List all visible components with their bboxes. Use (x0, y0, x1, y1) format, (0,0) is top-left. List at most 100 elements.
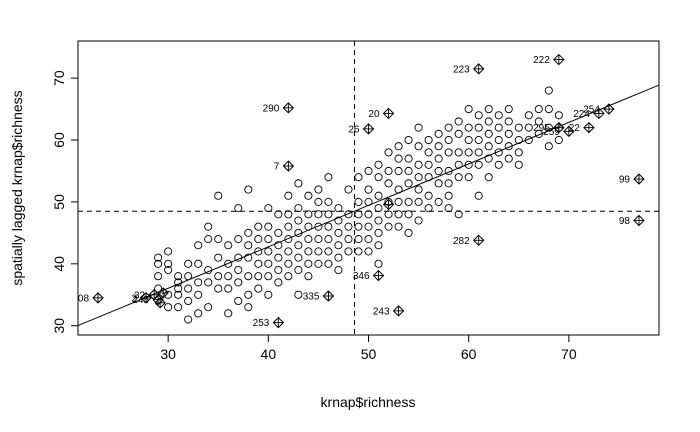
data-point (244, 241, 253, 250)
data-point (284, 222, 293, 231)
data-point (184, 315, 193, 324)
influential-point: 20 (368, 107, 395, 120)
data-point (474, 135, 483, 145)
data-point (344, 210, 353, 219)
data-point (374, 160, 383, 169)
data-point (214, 284, 223, 293)
data-point (354, 235, 363, 244)
data-point (444, 191, 453, 200)
data-point (544, 123, 553, 132)
data-point (244, 185, 253, 194)
data-point (364, 166, 373, 176)
influential-point: 295 (533, 121, 565, 134)
data-point (504, 105, 513, 114)
data-point (304, 272, 313, 281)
data-point (314, 222, 323, 231)
data-point (324, 197, 333, 206)
data-point (544, 142, 553, 151)
influential-label: 99 (619, 175, 631, 186)
data-point (404, 154, 413, 163)
data-point (314, 247, 323, 256)
data-point (154, 253, 163, 262)
data-point (204, 303, 213, 312)
data-point (234, 278, 243, 287)
data-point (494, 123, 503, 132)
data-point (474, 160, 483, 169)
data-point (414, 185, 423, 194)
data-point (224, 284, 233, 293)
data-point (194, 259, 203, 268)
data-point (284, 247, 293, 256)
plot-frame (77, 40, 660, 336)
data-point (514, 160, 523, 169)
data-point (394, 166, 403, 176)
data-point (274, 278, 283, 287)
influential-point: 98 (619, 214, 645, 227)
data-point (334, 265, 343, 275)
data-point (224, 309, 233, 318)
data-point (434, 154, 443, 163)
data-point (184, 296, 193, 306)
data-point (424, 160, 433, 169)
x-tick-label: 60 (461, 346, 477, 362)
data-point (454, 210, 463, 219)
data-point (404, 135, 413, 145)
data-point (464, 173, 473, 182)
data-point (434, 166, 443, 176)
data-point (474, 191, 483, 200)
data-point (164, 247, 173, 256)
data-point (184, 284, 193, 293)
data-point (494, 160, 503, 169)
data-point (284, 235, 293, 244)
data-point (184, 259, 193, 268)
influential-label: 223 (453, 64, 470, 75)
data-point (324, 222, 333, 231)
data-point (304, 247, 313, 256)
data-point (184, 272, 193, 281)
influential-label: 98 (619, 216, 631, 227)
data-point (334, 204, 343, 213)
data-point (524, 123, 533, 132)
data-point (314, 259, 323, 268)
data-point (444, 135, 453, 145)
influential-point: 290 (263, 102, 295, 114)
influential-point: 08 (78, 292, 104, 304)
influential-point: 282 (453, 234, 485, 247)
influential-label: 295 (533, 123, 550, 134)
data-point (394, 222, 403, 231)
data-point (444, 166, 453, 176)
influential-point: 99 (619, 173, 645, 186)
data-point (244, 272, 253, 281)
data-point (324, 259, 333, 268)
x-tick-label: 50 (361, 346, 377, 362)
influential-label: 22 (569, 123, 581, 134)
data-point (414, 197, 423, 206)
data-point (354, 210, 363, 219)
data-point (434, 197, 443, 206)
influential-point: 253 (253, 316, 285, 329)
data-point (234, 235, 243, 244)
data-point (274, 253, 283, 262)
data-point (324, 210, 333, 219)
data-point (414, 173, 423, 182)
data-point (174, 278, 183, 287)
data-point (484, 117, 493, 126)
influential-label: 253 (253, 318, 270, 329)
data-point (534, 105, 543, 114)
data-point (224, 259, 233, 268)
data-point (364, 210, 373, 219)
x-axis: 30 40 50 60 70 (160, 334, 577, 362)
reference-lines (77, 41, 660, 335)
data-point (214, 253, 223, 262)
data-point (384, 222, 393, 231)
influential-label: 346 (353, 271, 370, 282)
data-point (174, 272, 183, 281)
data-point (314, 235, 323, 244)
data-point (474, 148, 483, 157)
data-point (274, 228, 283, 237)
data-point (444, 123, 453, 132)
data-point (274, 210, 283, 219)
y-tick-label: 60 (51, 132, 67, 148)
data-point (294, 228, 303, 237)
